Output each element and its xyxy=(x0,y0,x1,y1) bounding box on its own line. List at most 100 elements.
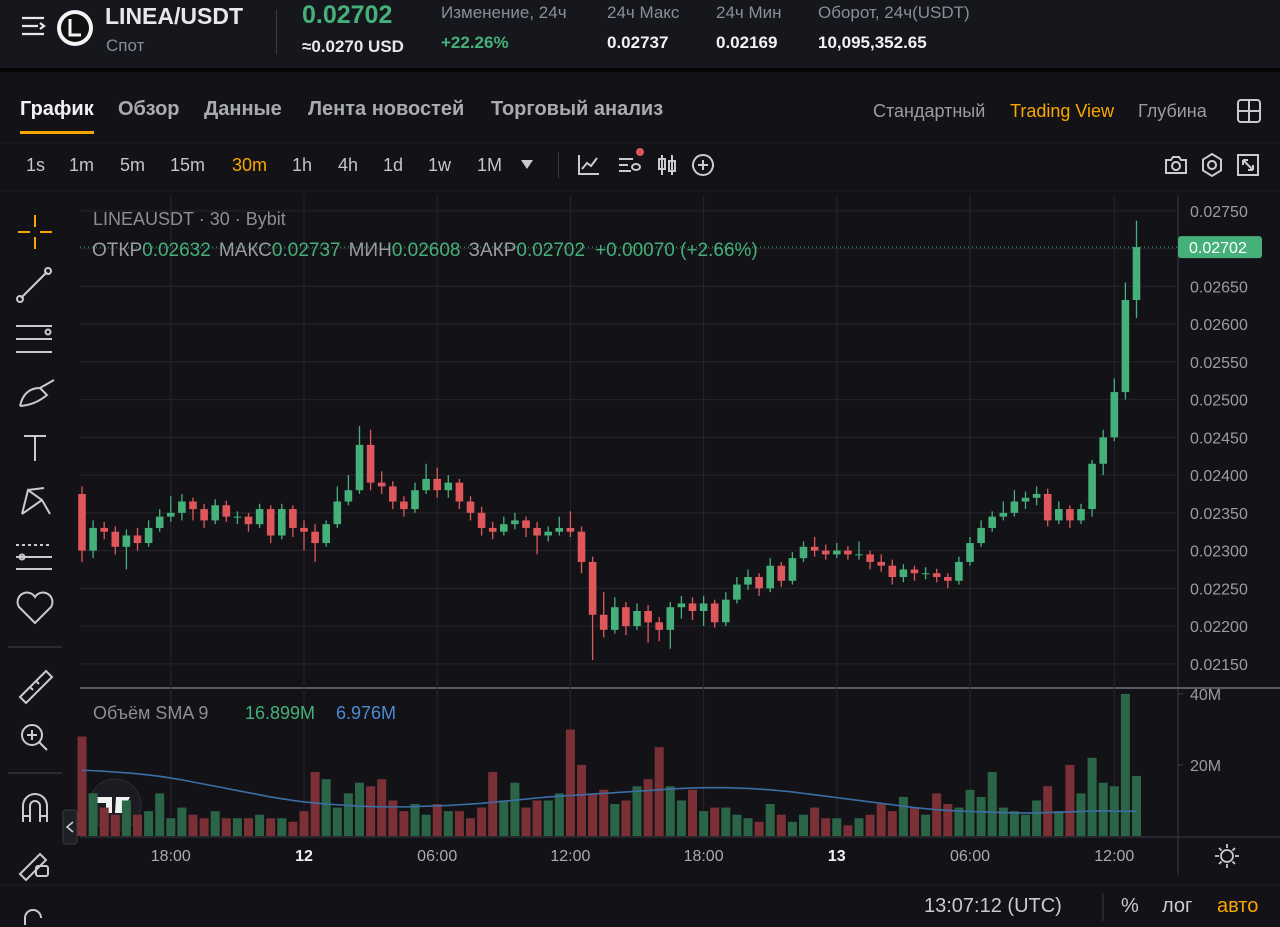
candle-body xyxy=(122,535,131,547)
fullscreen-icon[interactable] xyxy=(1235,152,1261,178)
candle-body xyxy=(89,527,97,551)
timeframe[interactable]: 1h xyxy=(292,155,313,175)
text-tool[interactable] xyxy=(24,435,46,461)
volume-sma-line xyxy=(81,769,1137,814)
line-tool[interactable] xyxy=(16,267,52,303)
volume-bar xyxy=(543,800,553,836)
view-option[interactable]: Стандартный xyxy=(873,101,986,121)
scale-option[interactable]: авто xyxy=(1217,895,1259,917)
candle-body xyxy=(699,603,708,611)
candle-body xyxy=(111,531,120,547)
volume-bar xyxy=(987,772,997,836)
timeframe[interactable]: 30m xyxy=(232,155,268,175)
volume-bar xyxy=(355,782,364,836)
tab[interactable]: Торговый анализ xyxy=(491,98,664,120)
volume-bar xyxy=(676,800,686,836)
indicators-icon-glyph xyxy=(578,155,599,175)
view-option[interactable]: Глубина xyxy=(1138,101,1207,121)
indicators-icon[interactable] xyxy=(576,152,602,178)
timeframe[interactable]: 1s xyxy=(26,155,46,175)
timeframe-dropdown[interactable] xyxy=(521,160,533,169)
candle-body xyxy=(666,607,675,630)
settings-chart-icon[interactable] xyxy=(1199,152,1225,178)
scale-option[interactable]: % xyxy=(1121,895,1139,917)
magnet-tool[interactable] xyxy=(22,793,48,822)
volume-bar xyxy=(554,793,564,836)
volume-bar xyxy=(1065,764,1075,836)
volume-bar xyxy=(743,818,753,836)
channel-tool[interactable] xyxy=(16,325,52,353)
candle-body xyxy=(655,622,663,630)
pattern-tool[interactable] xyxy=(21,487,51,515)
candle-body xyxy=(100,527,108,532)
candle-body xyxy=(744,577,752,585)
timeframe[interactable]: 15m xyxy=(170,155,206,175)
lock-drawing-tool[interactable] xyxy=(18,852,48,882)
volume-bar xyxy=(710,807,720,836)
volume-bar xyxy=(454,811,464,836)
volume-bar xyxy=(832,818,842,836)
candle-body xyxy=(955,561,963,581)
volume-bar xyxy=(1132,775,1141,836)
symbol[interactable]: LINEA/USDT xyxy=(105,3,243,29)
timeframe[interactable]: 4h xyxy=(338,155,359,175)
layout-icon[interactable] xyxy=(1237,99,1261,123)
candle-body xyxy=(855,554,863,556)
brush-tool[interactable] xyxy=(19,379,55,407)
timeframe[interactable]: 1d xyxy=(383,155,404,175)
volume-bar xyxy=(821,818,831,836)
candle-body xyxy=(910,569,919,574)
ohlc-value: 0.02737 xyxy=(271,240,341,261)
templates-icon[interactable] xyxy=(616,152,642,178)
volume-bar xyxy=(965,789,975,836)
tab[interactable]: Обзор xyxy=(118,98,180,120)
timeframe[interactable]: 1m xyxy=(69,155,95,175)
volume-bar xyxy=(577,764,586,836)
volume-bar xyxy=(332,807,342,836)
ohlc-label: ОТКР xyxy=(92,240,143,261)
candle-body xyxy=(355,444,364,491)
candle-body xyxy=(966,543,974,562)
volume-bar xyxy=(155,793,165,836)
collapse-button[interactable] xyxy=(62,809,78,845)
candle-body xyxy=(577,531,586,562)
candle-body xyxy=(289,509,297,528)
timeframe[interactable]: 5m xyxy=(120,155,146,175)
crosshair-tool[interactable] xyxy=(18,215,52,249)
add-icon[interactable] xyxy=(690,152,716,178)
candle-body xyxy=(455,482,464,502)
favorites-tool[interactable] xyxy=(16,591,54,625)
candle-body xyxy=(422,478,430,491)
settings-icon[interactable] xyxy=(1215,844,1239,868)
tab[interactable]: Данные xyxy=(204,98,282,120)
tab[interactable]: Лента новостей xyxy=(308,98,465,120)
screenshot-icon[interactable] xyxy=(1163,152,1189,178)
candle-body xyxy=(366,444,375,483)
scale-option[interactable]: лог xyxy=(1162,895,1193,917)
candle-body xyxy=(1055,509,1063,521)
candle-body xyxy=(888,565,897,578)
lock-tool[interactable] xyxy=(24,909,42,925)
volume-bar xyxy=(1076,793,1086,836)
volume-bar xyxy=(621,800,631,836)
menu-icon[interactable] xyxy=(21,15,47,39)
volume-bar xyxy=(99,807,109,836)
chart-type-icon[interactable] xyxy=(654,152,680,178)
timeframe[interactable]: 1M xyxy=(477,155,503,175)
y-tick-label: 0.02450 xyxy=(1190,430,1248,447)
candle-body xyxy=(488,527,497,532)
volume-bar xyxy=(643,779,653,836)
timeframe[interactable]: 1w xyxy=(428,155,452,175)
tab[interactable]: График xyxy=(20,98,94,120)
forecast-tool[interactable] xyxy=(16,544,52,570)
volume-bar xyxy=(177,807,187,836)
volume-bar xyxy=(343,793,353,836)
volume-bar xyxy=(799,814,808,836)
lock-icon xyxy=(35,865,49,877)
volume-bar xyxy=(1032,800,1042,836)
ruler-tool[interactable] xyxy=(18,669,54,705)
zoom-tool[interactable] xyxy=(21,724,48,751)
divider xyxy=(276,10,277,54)
ohlc-label: МИН xyxy=(348,240,392,261)
view-option[interactable]: Trading View xyxy=(1010,101,1115,121)
